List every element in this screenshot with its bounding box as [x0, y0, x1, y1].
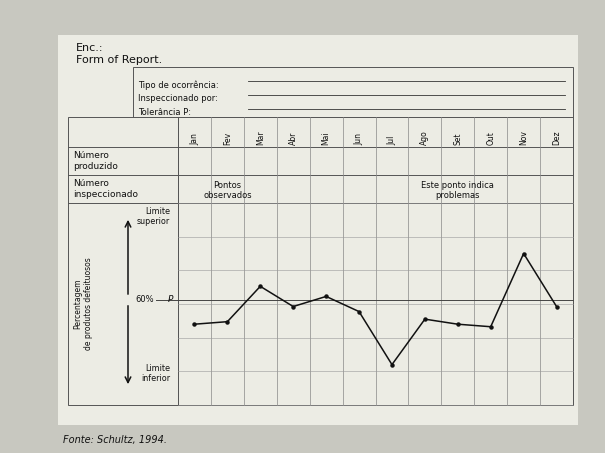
Text: Form of Report.: Form of Report. — [76, 55, 162, 65]
Text: Número
inspeccionado: Número inspeccionado — [73, 179, 138, 199]
Text: Fev: Fev — [223, 132, 232, 145]
Text: Enc.:: Enc.: — [76, 43, 103, 53]
Text: Dez: Dez — [552, 130, 561, 145]
Text: P: P — [168, 295, 173, 304]
Text: Set: Set — [453, 132, 462, 145]
Text: Ago: Ago — [420, 130, 430, 145]
Text: Inspeccionado por:: Inspeccionado por: — [138, 94, 218, 103]
Text: Percentagem
de produtos defeituosos: Percentagem de produtos defeituosos — [73, 258, 93, 350]
Bar — [133, 67, 573, 117]
Text: Tipo de ocorrência:: Tipo de ocorrência: — [138, 80, 218, 90]
Text: Nov: Nov — [519, 130, 528, 145]
Text: Jul: Jul — [387, 135, 396, 145]
Text: Fonte: Schultz, 1994.: Fonte: Schultz, 1994. — [63, 435, 167, 445]
Text: Tolerância P:: Tolerância P: — [138, 108, 191, 117]
Text: Mai: Mai — [322, 131, 330, 145]
Text: Número
produzido: Número produzido — [73, 151, 118, 171]
Text: Out: Out — [486, 131, 495, 145]
Text: Este ponto indica
problemas: Este ponto indica problemas — [421, 181, 494, 200]
Text: Limite
superior: Limite superior — [137, 207, 170, 226]
Text: 60%: 60% — [136, 295, 154, 304]
Bar — [68, 117, 573, 405]
Bar — [58, 35, 578, 425]
Text: Abr: Abr — [289, 132, 298, 145]
Text: Jun: Jun — [355, 133, 364, 145]
Text: Limite
inferior: Limite inferior — [141, 364, 170, 383]
Text: Jan: Jan — [190, 133, 199, 145]
Text: Pontos
observados: Pontos observados — [203, 181, 252, 200]
Text: Mar: Mar — [256, 130, 265, 145]
